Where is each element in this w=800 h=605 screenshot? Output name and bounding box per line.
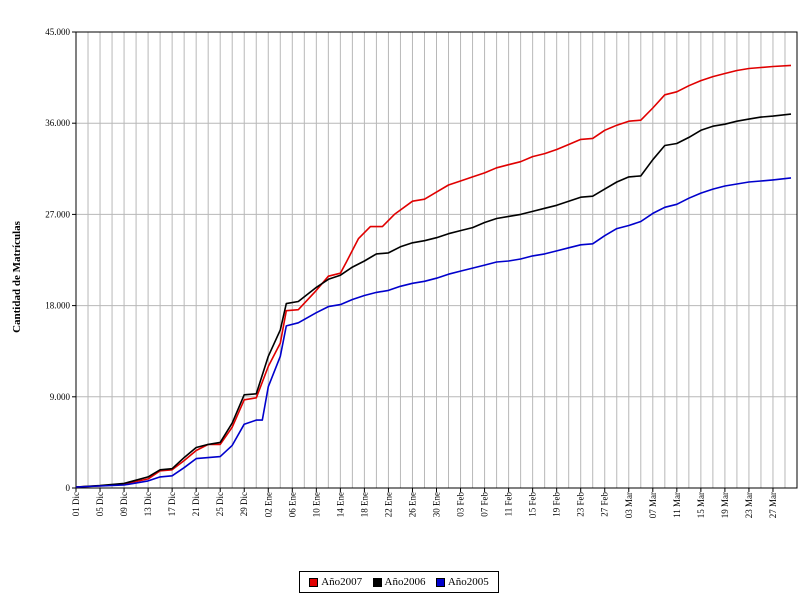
x-tick-label: 25 Dic xyxy=(215,492,225,516)
x-tick-label: 07 Feb xyxy=(480,492,490,517)
legend-item: Año2006 xyxy=(372,576,426,588)
y-axis: 0 9.000 18.000 27.000 36.000 45.000 xyxy=(45,27,76,493)
legend-swatch xyxy=(309,577,319,587)
legend-label: Año2007 xyxy=(321,576,363,588)
y-axis-label: Cantidad de Matrículas xyxy=(11,220,23,333)
x-tick-label: 22 Ene xyxy=(383,492,393,517)
x-tick-label: 23 Feb xyxy=(576,492,586,517)
x-tick-label: 29 Dic xyxy=(239,492,249,516)
x-tick-label: 26 Ene xyxy=(407,492,417,517)
x-tick-label: 10 Ene xyxy=(311,492,321,517)
x-tick-label: 03 Mar xyxy=(624,492,634,518)
x-tick-label: 19 Mar xyxy=(720,492,730,518)
y-tick-label: 36.000 xyxy=(45,118,70,128)
x-tick-label: 09 Dic xyxy=(119,492,129,516)
legend-label: Año2006 xyxy=(384,576,426,588)
legend-label: Año2005 xyxy=(447,576,489,588)
y-tick-label: 27.000 xyxy=(45,209,70,219)
series-line xyxy=(75,113,792,488)
x-tick-label: 18 Ene xyxy=(359,492,369,517)
x-tick-label: 02 Ene xyxy=(263,492,273,517)
series-line xyxy=(75,64,792,488)
legend-item: Año2007 xyxy=(309,576,362,588)
x-tick-label: 27 Mar xyxy=(768,492,778,518)
x-tick-label: 13 Dic xyxy=(143,492,153,516)
legend-swatch xyxy=(435,577,445,587)
x-tick-label: 11 Feb xyxy=(504,492,514,517)
x-axis: 01 Dic 05 Dic 09 Dic 13 Dic 17 Dic 21 Dic 25 D… xyxy=(71,488,778,518)
x-tick-label: 06 Ene xyxy=(287,492,297,517)
legend: Año2007 Año2006 Año2005 xyxy=(299,571,499,593)
x-tick-label: 27 Feb xyxy=(600,492,610,517)
x-tick-label: 01 Dic xyxy=(71,492,81,516)
x-tick-label: 15 Mar xyxy=(696,492,706,518)
series-lines xyxy=(75,64,792,488)
y-tick-label: 9.000 xyxy=(50,392,71,402)
x-tick-label: 17 Dic xyxy=(167,492,177,516)
x-tick-label: 30 Ene xyxy=(432,492,442,517)
x-tick-label: 21 Dic xyxy=(191,492,201,516)
x-tick-label: 03 Feb xyxy=(456,492,466,517)
grid-lines xyxy=(76,32,797,488)
x-tick-label: 11 Mar xyxy=(672,492,682,518)
x-tick-label: 15 Feb xyxy=(528,492,538,517)
legend-swatch xyxy=(372,577,382,587)
y-tick-label: 0 xyxy=(66,483,71,493)
legend-item: Año2005 xyxy=(435,576,489,588)
x-tick-label: 07 Mar xyxy=(648,492,658,518)
x-tick-label: 19 Feb xyxy=(552,492,562,517)
y-tick-label: 18.000 xyxy=(45,301,70,311)
series-line xyxy=(75,177,792,488)
x-tick-label: 05 Dic xyxy=(95,492,105,516)
x-tick-label: 23 Mar xyxy=(744,492,754,518)
y-tick-label: 45.000 xyxy=(45,27,70,37)
x-tick-label: 14 Ene xyxy=(335,492,345,517)
